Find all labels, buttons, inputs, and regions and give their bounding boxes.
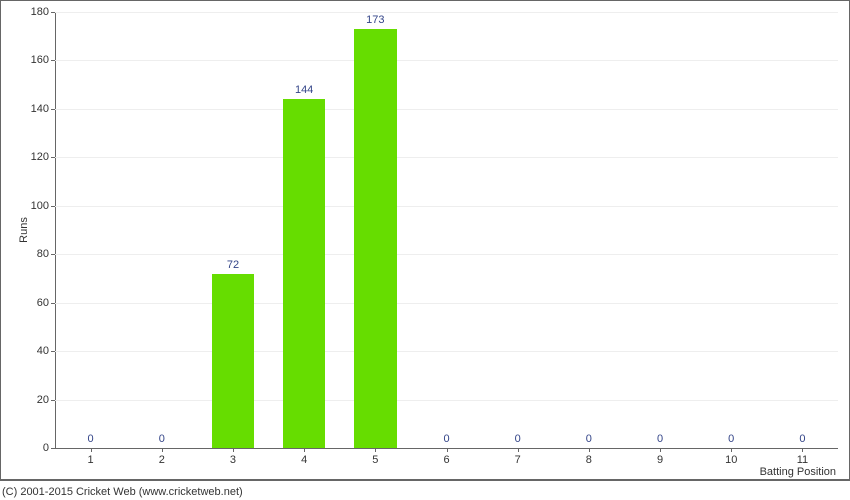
bar-value-label: 173 (366, 14, 384, 26)
y-tick-label: 120 (31, 151, 55, 163)
x-axis-label: Batting Position (760, 466, 836, 478)
bar-value-label: 144 (295, 84, 313, 96)
gridline (55, 254, 838, 255)
bar-value-label: 0 (799, 433, 805, 445)
x-tick-label: 3 (230, 448, 236, 466)
y-tick-label: 100 (31, 200, 55, 212)
x-tick-label: 7 (515, 448, 521, 466)
bar-value-label: 0 (728, 433, 734, 445)
y-tick-label: 180 (31, 6, 55, 18)
bar-value-label: 0 (443, 433, 449, 445)
y-tick-label: 40 (37, 345, 55, 357)
bar-value-label: 0 (515, 433, 521, 445)
gridline (55, 351, 838, 352)
bar (283, 99, 326, 448)
y-tick-label: 0 (43, 442, 55, 454)
bar (212, 274, 255, 448)
x-tick-label: 2 (159, 448, 165, 466)
x-tick-label: 10 (725, 448, 737, 466)
plot-area: 0204060801001201401601801020372414451736… (55, 12, 838, 448)
x-tick-label: 9 (657, 448, 663, 466)
y-tick-label: 160 (31, 54, 55, 66)
x-tick-label: 4 (301, 448, 307, 466)
x-tick-label: 1 (88, 448, 94, 466)
gridline (55, 157, 838, 158)
bar-value-label: 0 (88, 433, 94, 445)
footer-divider (0, 480, 850, 481)
gridline (55, 109, 838, 110)
copyright-footer: (C) 2001-2015 Cricket Web (www.cricketwe… (2, 486, 243, 498)
gridline (55, 206, 838, 207)
y-tick-label: 140 (31, 103, 55, 115)
gridline (55, 303, 838, 304)
bar (354, 29, 397, 448)
x-tick-label: 8 (586, 448, 592, 466)
gridline (55, 400, 838, 401)
bar-value-label: 72 (227, 259, 239, 271)
x-tick-label: 5 (372, 448, 378, 466)
bar-value-label: 0 (586, 433, 592, 445)
gridline (55, 12, 838, 13)
x-tick-label: 6 (443, 448, 449, 466)
y-axis-label: Runs (18, 217, 30, 243)
y-tick-label: 20 (37, 394, 55, 406)
gridline (55, 60, 838, 61)
y-axis (55, 12, 56, 448)
x-tick-label: 11 (797, 448, 808, 466)
y-tick-label: 80 (37, 248, 55, 260)
bar-value-label: 0 (657, 433, 663, 445)
chart-container: 0204060801001201401601801020372414451736… (0, 0, 850, 500)
bar-value-label: 0 (159, 433, 165, 445)
y-tick-label: 60 (37, 297, 55, 309)
